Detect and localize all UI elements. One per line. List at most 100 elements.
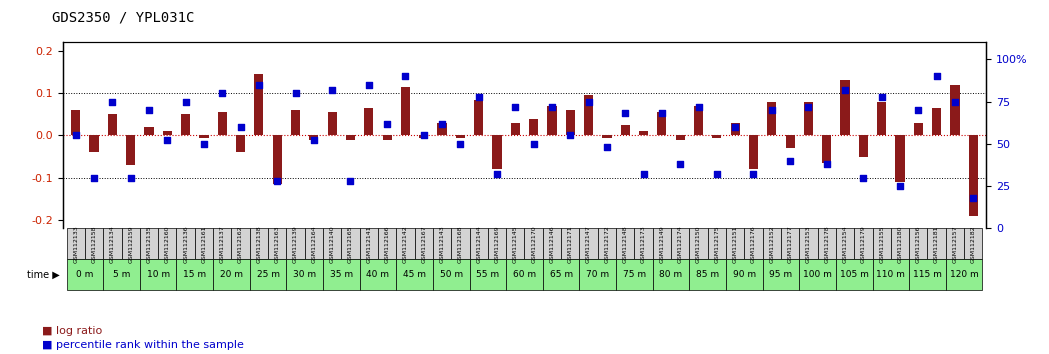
Bar bbox=[346, 135, 355, 139]
Bar bbox=[749, 135, 758, 169]
Bar bbox=[909, 228, 927, 259]
Point bbox=[159, 138, 176, 143]
Point bbox=[195, 141, 212, 147]
Bar bbox=[360, 259, 397, 290]
Point bbox=[617, 110, 634, 116]
Text: 65 m: 65 m bbox=[550, 270, 573, 279]
Text: GSM112159: GSM112159 bbox=[128, 225, 133, 263]
Point bbox=[580, 99, 597, 104]
Bar bbox=[932, 108, 941, 135]
Text: GDS2350 / YPL031C: GDS2350 / YPL031C bbox=[52, 11, 195, 25]
Bar bbox=[909, 259, 946, 290]
Point bbox=[269, 178, 285, 184]
Text: time ▶: time ▶ bbox=[26, 270, 60, 280]
Bar bbox=[286, 259, 323, 290]
Text: GSM112182: GSM112182 bbox=[970, 225, 976, 263]
Bar bbox=[66, 228, 85, 259]
Bar bbox=[548, 106, 557, 135]
Text: GSM112145: GSM112145 bbox=[513, 225, 518, 263]
Point bbox=[671, 161, 688, 167]
Bar bbox=[542, 259, 579, 290]
Bar bbox=[561, 228, 579, 259]
Text: 40 m: 40 m bbox=[366, 270, 389, 279]
Bar bbox=[896, 135, 904, 182]
Text: GSM112144: GSM112144 bbox=[476, 225, 481, 263]
Text: GSM112177: GSM112177 bbox=[788, 225, 793, 263]
Point bbox=[507, 104, 523, 109]
Text: ■ log ratio: ■ log ratio bbox=[42, 326, 102, 336]
Bar bbox=[401, 87, 410, 135]
Text: GSM112135: GSM112135 bbox=[147, 225, 151, 263]
Text: 75 m: 75 m bbox=[623, 270, 646, 279]
Point bbox=[782, 158, 798, 164]
Point bbox=[141, 107, 157, 113]
Text: GSM112174: GSM112174 bbox=[678, 225, 683, 263]
Point bbox=[305, 138, 322, 143]
Bar bbox=[914, 123, 923, 135]
Bar bbox=[799, 259, 836, 290]
Text: 70 m: 70 m bbox=[586, 270, 609, 279]
Bar bbox=[579, 228, 598, 259]
Text: GSM112163: GSM112163 bbox=[275, 225, 280, 263]
Bar bbox=[213, 228, 232, 259]
Bar bbox=[470, 259, 507, 290]
Point bbox=[287, 90, 304, 96]
Bar bbox=[712, 135, 722, 137]
Text: GSM112175: GSM112175 bbox=[714, 225, 720, 263]
Bar bbox=[122, 228, 140, 259]
Bar bbox=[451, 228, 470, 259]
Text: GSM112178: GSM112178 bbox=[825, 225, 829, 263]
Point bbox=[928, 73, 945, 79]
Bar bbox=[327, 112, 337, 135]
Bar bbox=[213, 259, 250, 290]
Text: GSM112148: GSM112148 bbox=[623, 225, 627, 263]
Bar bbox=[927, 228, 946, 259]
Bar bbox=[397, 228, 414, 259]
Bar bbox=[602, 135, 612, 137]
Bar bbox=[433, 259, 470, 290]
Text: GSM112167: GSM112167 bbox=[422, 225, 426, 263]
Point bbox=[727, 124, 744, 130]
Text: 5 m: 5 m bbox=[113, 270, 130, 279]
Bar bbox=[799, 228, 817, 259]
Bar bbox=[397, 259, 433, 290]
Bar bbox=[309, 135, 319, 139]
Point bbox=[324, 87, 341, 93]
Bar bbox=[250, 259, 286, 290]
Bar bbox=[103, 259, 140, 290]
Point bbox=[543, 104, 560, 109]
Bar bbox=[763, 228, 780, 259]
Bar bbox=[488, 228, 507, 259]
Bar bbox=[304, 228, 323, 259]
Bar bbox=[323, 259, 360, 290]
Bar bbox=[671, 228, 689, 259]
Bar bbox=[474, 99, 484, 135]
Bar bbox=[232, 228, 250, 259]
Bar bbox=[66, 259, 103, 290]
Point bbox=[452, 141, 469, 147]
Bar bbox=[859, 135, 868, 156]
Text: 90 m: 90 m bbox=[733, 270, 756, 279]
Text: GSM112154: GSM112154 bbox=[842, 225, 848, 263]
Bar bbox=[836, 228, 854, 259]
Bar bbox=[360, 228, 378, 259]
Text: GSM112156: GSM112156 bbox=[916, 225, 921, 263]
Bar bbox=[745, 228, 763, 259]
Text: GSM112138: GSM112138 bbox=[256, 225, 261, 263]
Bar bbox=[145, 127, 153, 135]
Bar bbox=[780, 228, 799, 259]
Point bbox=[855, 175, 872, 181]
Text: GSM112140: GSM112140 bbox=[329, 225, 335, 263]
Bar bbox=[273, 135, 282, 184]
Bar bbox=[126, 135, 135, 165]
Text: GSM112172: GSM112172 bbox=[604, 225, 609, 263]
Point bbox=[818, 161, 835, 167]
Bar bbox=[658, 112, 666, 135]
Text: 100 m: 100 m bbox=[804, 270, 832, 279]
Point bbox=[379, 121, 395, 126]
Bar bbox=[341, 228, 360, 259]
Bar bbox=[584, 95, 593, 135]
Text: 25 m: 25 m bbox=[257, 270, 280, 279]
Bar bbox=[492, 135, 501, 169]
Point bbox=[361, 82, 378, 87]
